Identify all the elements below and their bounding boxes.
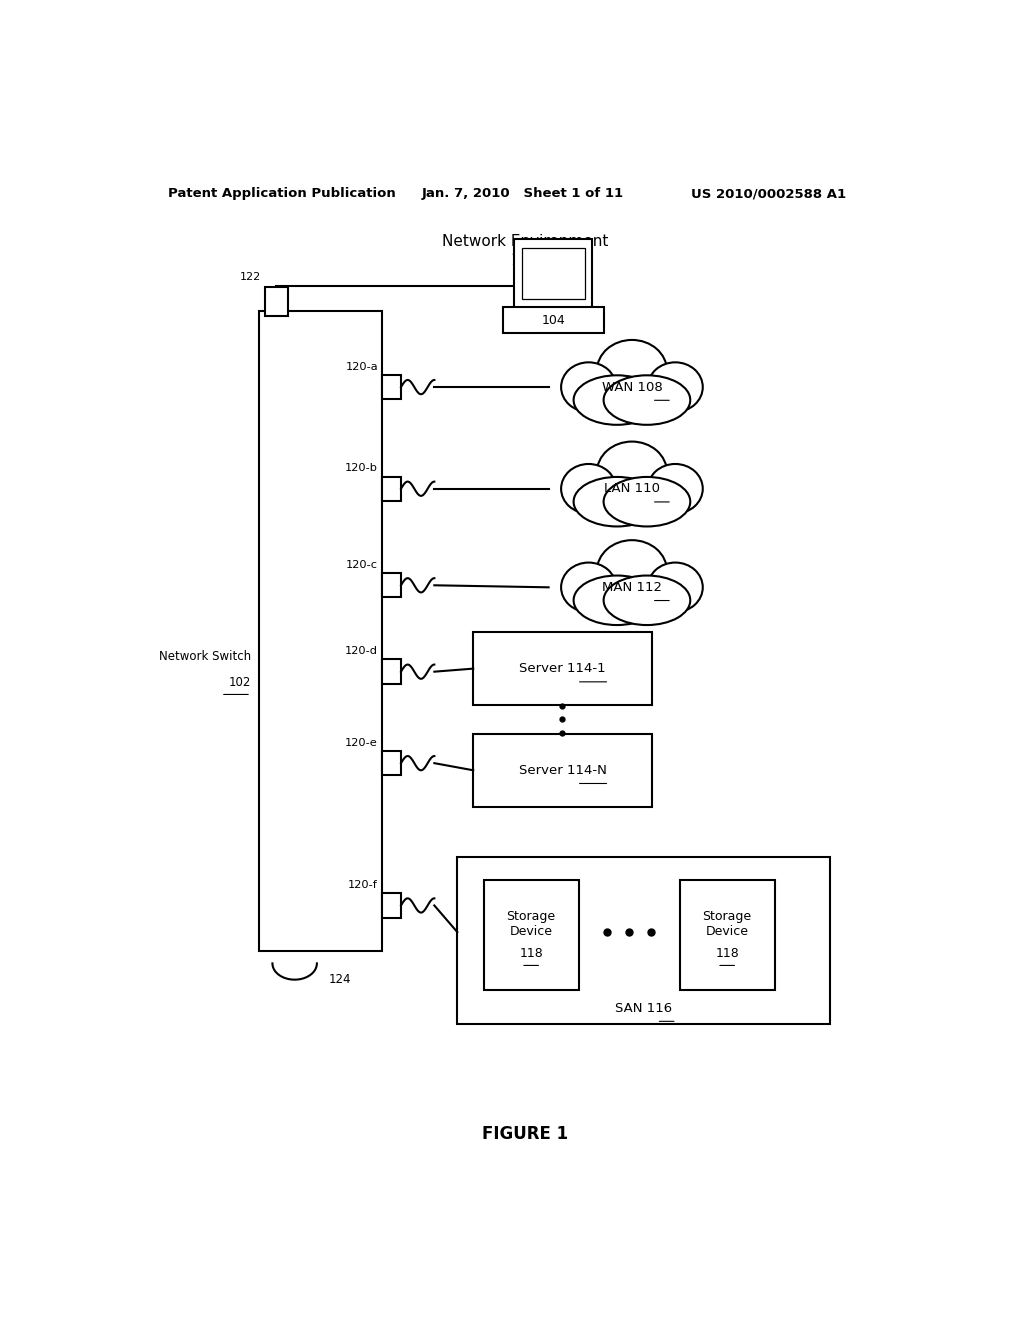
Bar [259,312,382,952]
Bar [382,660,401,684]
Text: FIGURE 1: FIGURE 1 [481,1125,568,1143]
Text: 100: 100 [510,252,540,268]
Text: MAN 112: MAN 112 [602,581,662,594]
Bar [382,573,401,598]
Text: 120-e: 120-e [345,738,378,748]
Text: LAN 110: LAN 110 [604,482,659,495]
Ellipse shape [561,463,616,513]
Ellipse shape [597,442,667,503]
Text: 120-d: 120-d [345,647,378,656]
Ellipse shape [597,540,667,602]
Bar [483,880,579,990]
Text: Device: Device [510,925,553,939]
Bar [382,751,401,775]
Ellipse shape [561,362,616,412]
Bar [521,248,585,298]
Ellipse shape [561,562,616,612]
Bar [680,880,775,990]
Bar [514,239,592,308]
Text: 120-a: 120-a [345,362,378,372]
Ellipse shape [603,375,690,425]
Bar [382,894,401,917]
Text: SAN 116: SAN 116 [615,1002,673,1015]
Ellipse shape [573,477,660,527]
Ellipse shape [597,341,667,401]
Text: WAN 108: WAN 108 [601,380,663,393]
Text: Device: Device [706,925,749,939]
Bar [473,734,652,807]
Text: Patent Application Publication: Patent Application Publication [168,187,395,201]
Text: Jan. 7, 2010   Sheet 1 of 11: Jan. 7, 2010 Sheet 1 of 11 [422,187,624,201]
Bar [265,288,288,315]
Text: 104: 104 [542,314,565,326]
Bar [382,375,401,399]
Bar [473,632,652,705]
Ellipse shape [648,463,702,513]
Text: 120-b: 120-b [345,463,378,474]
Text: Server 114-1: Server 114-1 [519,663,606,675]
Text: 118: 118 [716,946,739,960]
Text: 124: 124 [329,973,351,986]
Text: 122: 122 [240,272,261,282]
Bar [503,306,604,333]
Text: Storage: Storage [507,909,556,923]
Text: 102: 102 [228,676,251,689]
Ellipse shape [648,362,702,412]
Text: Server 114-N: Server 114-N [518,764,606,776]
Bar [382,477,401,500]
Text: Network Environment: Network Environment [441,234,608,249]
Ellipse shape [603,576,690,626]
Ellipse shape [573,576,660,626]
Ellipse shape [603,477,690,527]
Text: Network Switch: Network Switch [159,651,251,664]
Text: 106: 106 [542,267,565,280]
Ellipse shape [648,562,702,612]
Text: US 2010/0002588 A1: US 2010/0002588 A1 [691,187,847,201]
Text: 120-f: 120-f [348,880,378,890]
Bar [458,857,830,1024]
Ellipse shape [573,375,660,425]
Text: Storage: Storage [702,909,752,923]
Text: 120-c: 120-c [346,560,378,570]
Text: 118: 118 [519,946,543,960]
